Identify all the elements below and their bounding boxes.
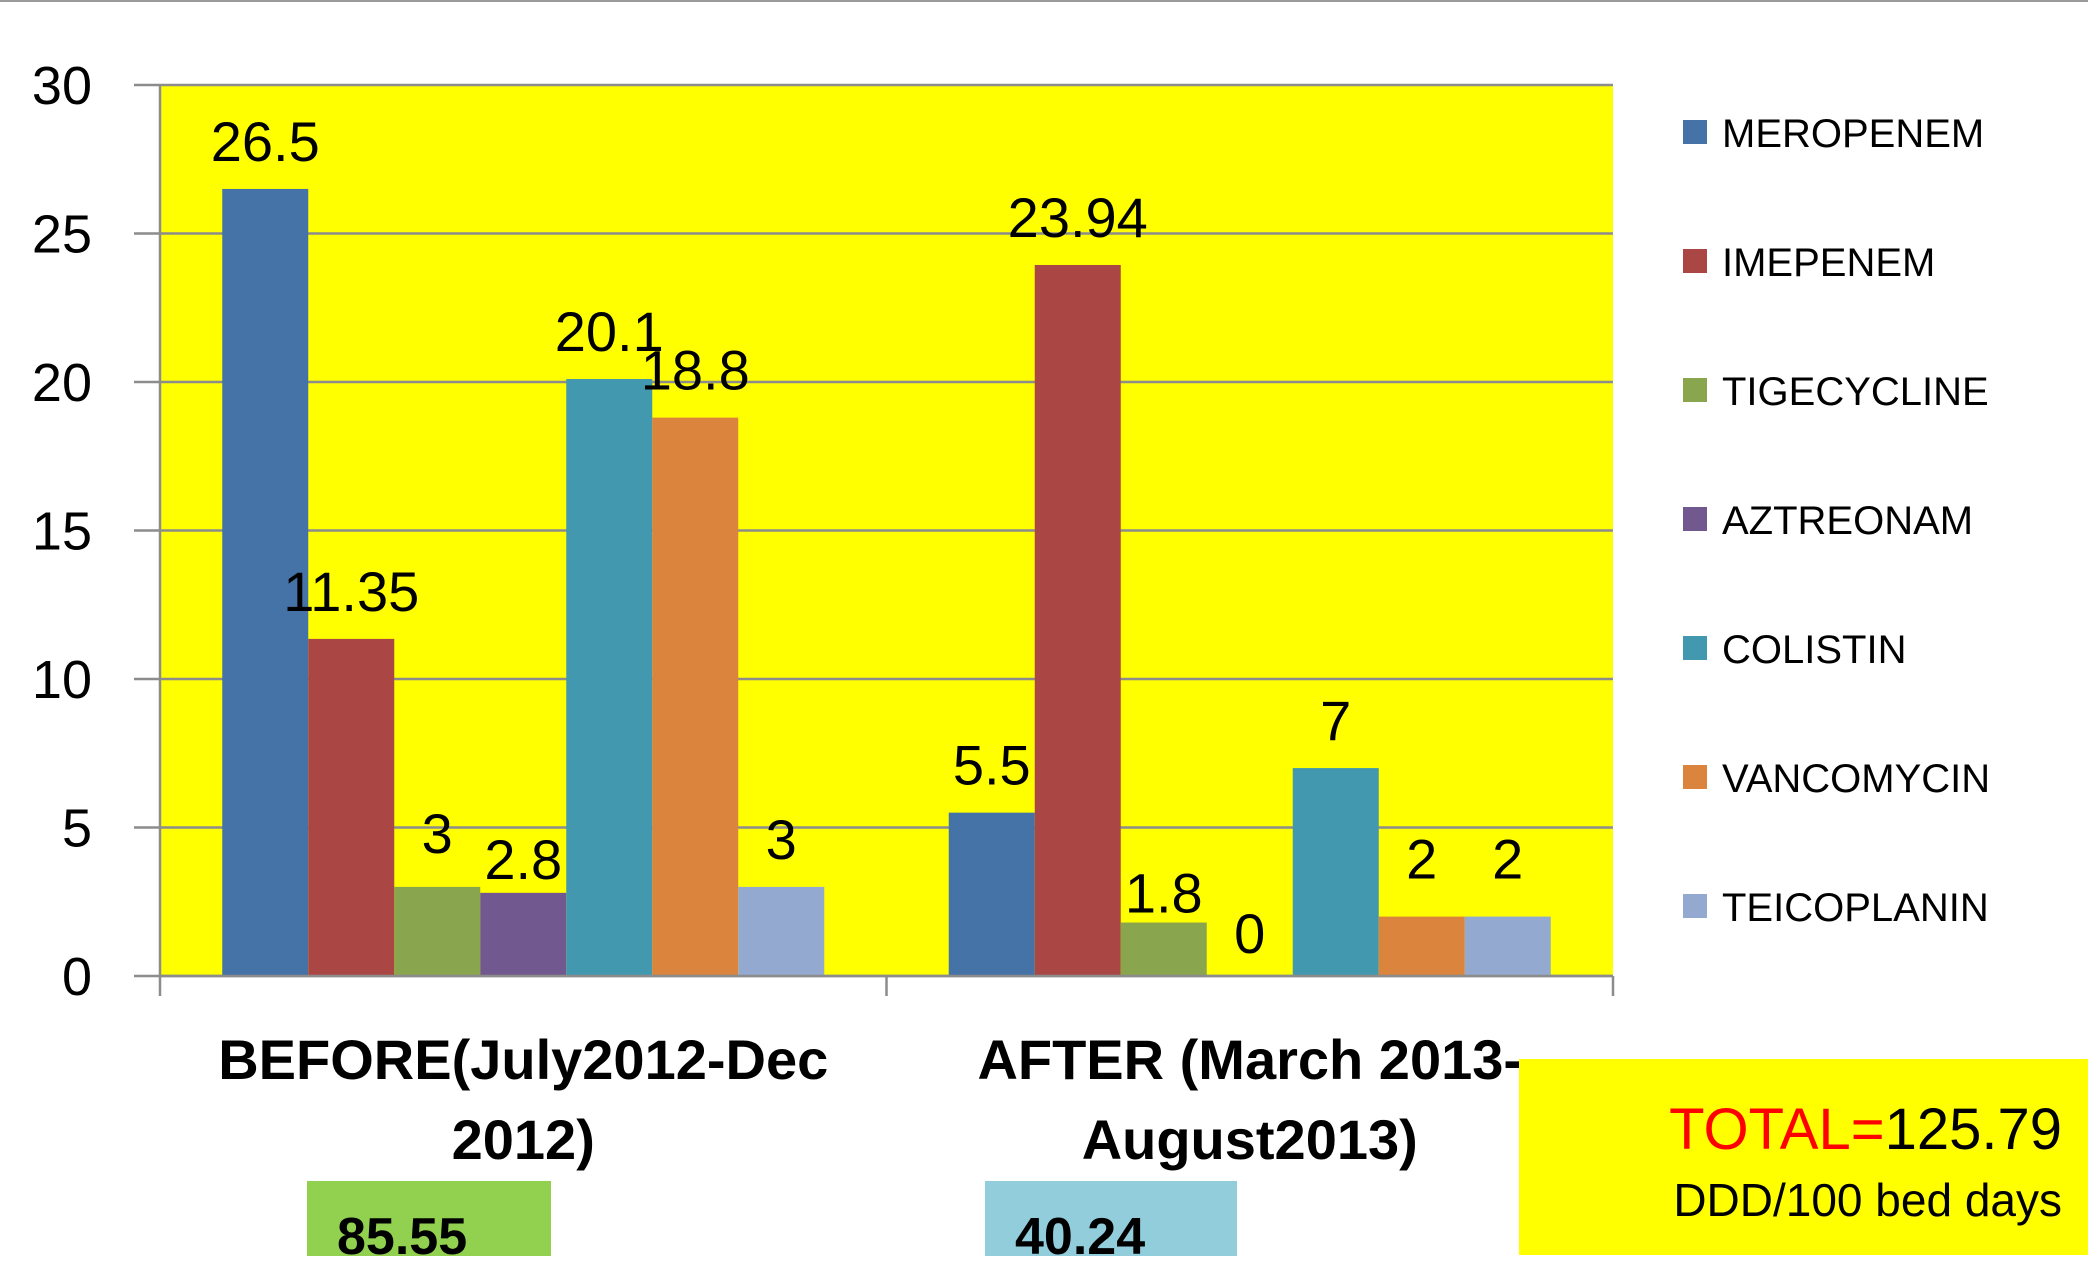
legend-swatch	[1683, 378, 1707, 402]
category-label-before: BEFORE(July2012-Dec 2012)	[143, 1020, 903, 1180]
category-label-line: August2013)	[1081, 1108, 1418, 1171]
total-line: TOTAL=125.79	[1519, 1101, 2062, 1159]
top-rule	[0, 0, 2088, 2]
legend-label: TEICOPLANIN	[1722, 886, 1989, 930]
bar-imepenem	[308, 638, 395, 976]
data-label: 7	[1320, 689, 1351, 752]
data-label: 2	[1492, 828, 1523, 891]
total-unit: DDD/100 bed days	[1673, 1174, 2062, 1226]
data-labels: 26.5 5.5 11.35 23.94 3 1.8 2.8 0 20.1 7 18.8 2 3 2	[211, 110, 1524, 965]
subtotal-after-value: 40.24	[1015, 1208, 1146, 1256]
legend-swatch	[1683, 120, 1707, 144]
bar-tigecycline	[1120, 922, 1207, 976]
total-label: TOTAL=	[1669, 1097, 1885, 1162]
subtotal-after-box: 40.24	[985, 1181, 1237, 1256]
data-label: 3	[422, 802, 453, 865]
y-tick-label: 20	[32, 353, 92, 413]
data-label: 11.35	[283, 560, 419, 623]
subtotal-before-box: 85.55	[307, 1181, 551, 1256]
y-tick-label: 10	[32, 650, 92, 710]
bar-colistin	[1292, 768, 1379, 976]
legend-swatch	[1683, 636, 1707, 660]
legend-swatch	[1683, 249, 1707, 273]
data-label: 3	[766, 808, 797, 871]
data-label: 26.5	[211, 110, 320, 173]
data-label: 1.8	[1125, 862, 1203, 925]
data-label: 2	[1406, 828, 1437, 891]
bar-meropenem	[222, 188, 309, 976]
legend: MEROPENEM IMEPENEM TIGECYCLINE AZTREONAM COL…	[1683, 112, 1990, 930]
legend-label: AZTREONAM	[1722, 499, 1973, 543]
bar-teicoplanin	[738, 886, 825, 976]
total-box: TOTAL=125.79 DDD/100 bed days	[1519, 1059, 2088, 1255]
bar-teicoplanin	[1464, 916, 1551, 976]
bar-meropenem	[948, 812, 1035, 976]
data-label: 2.8	[484, 828, 562, 891]
data-label: 0	[1234, 902, 1265, 965]
bar-vancomycin	[652, 417, 739, 976]
legend-swatch	[1683, 894, 1707, 918]
bar-vancomycin	[1378, 916, 1465, 976]
y-tick-label: 30	[32, 56, 92, 116]
category-label-line: 2012)	[451, 1108, 595, 1171]
subtotal-before-value: 85.55	[337, 1208, 468, 1256]
bars	[222, 188, 1551, 976]
legend-label: TIGECYCLINE	[1722, 370, 1989, 414]
bar-tigecycline	[394, 886, 481, 976]
category-label-line: AFTER (March 2013-	[977, 1028, 1523, 1091]
y-tick-label: 25	[32, 205, 92, 265]
total-value: 125.79	[1884, 1097, 2062, 1162]
data-label: 20.1	[555, 300, 664, 363]
legend-swatch	[1683, 765, 1707, 789]
y-tick-label: 5	[62, 799, 92, 859]
y-tick-label: 15	[32, 502, 92, 562]
y-tick-label: 0	[62, 947, 92, 1007]
legend-label: IMEPENEM	[1722, 241, 1935, 285]
data-label: 5.5	[953, 734, 1031, 797]
category-label-line: BEFORE(July2012-Dec	[218, 1028, 829, 1091]
legend-label: MEROPENEM	[1722, 112, 1984, 156]
legend-label: COLISTIN	[1722, 628, 1906, 672]
bar-imepenem	[1034, 264, 1121, 976]
data-label: 23.94	[1008, 186, 1148, 249]
legend-label: VANCOMYCIN	[1722, 757, 1990, 801]
bar-colistin	[566, 379, 653, 976]
legend-swatch	[1683, 507, 1707, 531]
data-label: 18.8	[641, 339, 750, 402]
category-label-after: AFTER (March 2013- August2013)	[870, 1020, 1630, 1180]
bar-aztreonam	[480, 892, 567, 976]
